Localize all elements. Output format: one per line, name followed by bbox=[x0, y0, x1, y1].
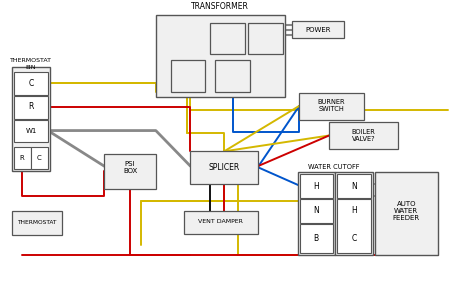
Text: H: H bbox=[313, 182, 319, 190]
Text: THERMOSTAT: THERMOSTAT bbox=[18, 220, 57, 225]
Bar bbox=[301, 224, 333, 253]
Bar bbox=[374, 172, 438, 255]
Text: POWER: POWER bbox=[305, 27, 331, 33]
Bar bbox=[14, 96, 48, 119]
Text: PSI
BOX: PSI BOX bbox=[123, 161, 137, 174]
Text: SPLICER: SPLICER bbox=[209, 163, 240, 172]
Bar bbox=[156, 15, 284, 97]
Text: BURNER
SWITCH: BURNER SWITCH bbox=[317, 99, 345, 112]
Bar bbox=[12, 67, 50, 171]
Bar bbox=[248, 23, 283, 54]
Bar bbox=[301, 174, 333, 198]
Text: VENT DAMPER: VENT DAMPER bbox=[198, 219, 243, 224]
Text: BOILER
VALVE?: BOILER VALVE? bbox=[352, 129, 376, 142]
Bar bbox=[299, 172, 335, 255]
Text: W1: W1 bbox=[26, 128, 37, 134]
Text: TRANSFORMER: TRANSFORMER bbox=[191, 2, 249, 11]
Text: WATER CUTOFF: WATER CUTOFF bbox=[308, 164, 360, 170]
Text: H: H bbox=[351, 206, 357, 215]
Bar bbox=[104, 154, 156, 189]
Bar bbox=[335, 172, 373, 255]
Bar bbox=[14, 120, 48, 142]
Bar bbox=[171, 60, 205, 92]
Text: C: C bbox=[36, 155, 41, 161]
Bar bbox=[14, 147, 31, 169]
Bar bbox=[292, 21, 344, 39]
Text: AUTO
WATER
FEEDER: AUTO WATER FEEDER bbox=[393, 201, 420, 221]
Text: R: R bbox=[20, 155, 25, 161]
Text: C: C bbox=[28, 79, 34, 88]
Bar bbox=[337, 199, 371, 253]
Bar bbox=[183, 211, 258, 234]
Bar bbox=[329, 122, 398, 149]
Bar bbox=[12, 211, 62, 235]
Bar bbox=[210, 23, 245, 54]
Bar bbox=[14, 72, 48, 95]
Text: N: N bbox=[313, 206, 319, 215]
Bar bbox=[215, 60, 250, 92]
Text: C: C bbox=[351, 234, 356, 243]
Bar bbox=[301, 199, 333, 223]
Text: B: B bbox=[314, 234, 319, 243]
Bar bbox=[31, 147, 48, 169]
Text: N: N bbox=[351, 182, 357, 190]
Text: EIN: EIN bbox=[26, 65, 36, 70]
Bar bbox=[300, 93, 364, 120]
Text: THERMOSTAT: THERMOSTAT bbox=[10, 58, 52, 63]
Bar bbox=[337, 174, 371, 198]
Bar bbox=[191, 151, 258, 184]
Text: R: R bbox=[28, 102, 34, 111]
